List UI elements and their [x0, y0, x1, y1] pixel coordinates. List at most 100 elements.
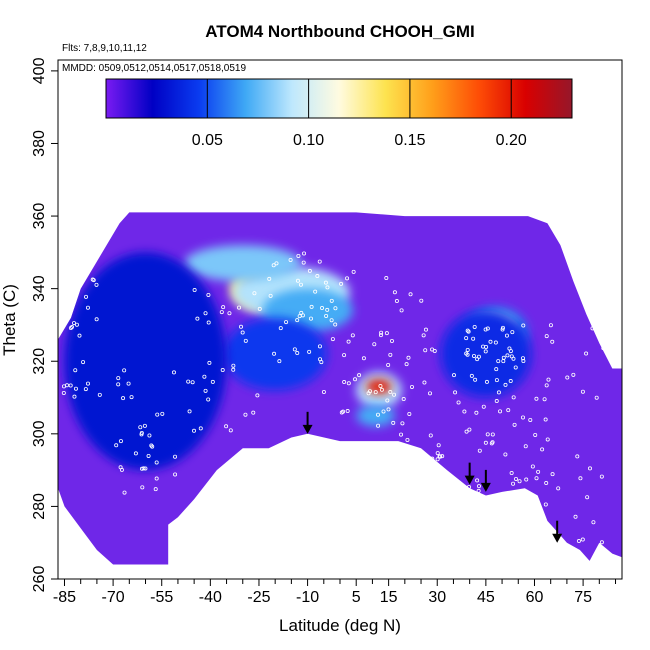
concentration-blob	[64, 252, 227, 471]
flight-point	[353, 377, 358, 382]
flight-point	[342, 380, 347, 385]
colorbar: 0.05 0.10 0.15 0.20	[105, 78, 573, 149]
flight-point	[464, 336, 469, 341]
flight-point	[302, 251, 307, 256]
flight-point	[221, 305, 226, 310]
flight-point	[392, 290, 397, 295]
flight-point	[86, 255, 91, 260]
colorbar-tick-label: 0.05	[192, 132, 223, 149]
flight-point	[73, 386, 78, 391]
flight-point	[60, 270, 65, 275]
flight-point	[243, 338, 248, 343]
flight-point	[333, 306, 338, 311]
flight-point	[91, 240, 96, 245]
flight-point	[456, 400, 461, 405]
flight-point	[133, 451, 138, 456]
flight-point	[508, 379, 513, 384]
flight-point	[423, 327, 428, 332]
flight-point	[435, 451, 440, 456]
flight-point	[85, 381, 90, 386]
flight-point	[321, 389, 326, 394]
flight-point	[274, 261, 279, 266]
flight-point	[378, 384, 383, 389]
flight-point	[121, 396, 126, 401]
flight-point	[543, 502, 548, 507]
flight-point	[527, 500, 532, 505]
flight-point	[511, 356, 516, 361]
y-tick-label: 280	[31, 493, 48, 520]
flight-point	[68, 326, 73, 331]
flight-point	[153, 487, 158, 492]
flight-point	[118, 439, 123, 444]
flight-point	[379, 387, 384, 392]
flight-point	[550, 472, 555, 477]
x-tick-label: -10	[296, 589, 319, 606]
flight-point	[496, 359, 501, 364]
y-tick-label: 320	[31, 348, 48, 375]
flight-point	[392, 392, 397, 397]
flight-point	[467, 427, 472, 432]
flight-point	[512, 422, 517, 427]
flight-point	[257, 306, 262, 311]
flight-point	[267, 276, 272, 281]
flight-point	[546, 377, 551, 382]
flight-point	[517, 479, 522, 484]
flight-point	[584, 351, 589, 356]
flight-point	[203, 311, 208, 316]
flight-point	[386, 407, 391, 412]
flight-point	[588, 466, 593, 471]
chart-title: ATOM4 Northbound CHOOH_GMI	[205, 22, 474, 41]
flight-point	[228, 428, 233, 433]
flight-point	[325, 307, 330, 312]
flight-point	[536, 537, 541, 542]
flight-point	[295, 278, 300, 283]
flight-point	[61, 390, 66, 395]
flight-point	[580, 537, 585, 542]
flight-point	[386, 362, 391, 367]
flight-point	[198, 426, 203, 431]
flight-point	[528, 417, 533, 422]
flight-point	[590, 326, 595, 331]
y-axis: 260 280 300 320 340 360 380 400	[31, 57, 58, 592]
flight-point	[351, 269, 356, 274]
flight-point	[505, 353, 510, 358]
flight-point	[513, 365, 518, 370]
concentration-blob	[440, 310, 532, 398]
arrow-head	[464, 475, 475, 485]
flight-point	[433, 463, 438, 468]
flight-point	[536, 469, 541, 474]
flight-point	[573, 514, 578, 519]
x-tick-label: 15	[380, 589, 398, 606]
flight-point	[299, 310, 304, 315]
flight-point	[155, 412, 160, 417]
arrow-head	[302, 424, 313, 434]
x-tick-label: -70	[102, 589, 125, 606]
flight-point	[373, 390, 378, 395]
flight-point	[407, 411, 412, 416]
flight-point	[333, 322, 338, 327]
flight-point	[154, 476, 159, 481]
flight-point	[384, 276, 389, 281]
flight-point	[496, 390, 501, 395]
flight-point	[471, 336, 476, 341]
flight-point	[381, 409, 386, 414]
flight-point	[339, 281, 344, 286]
flight-point	[138, 425, 143, 430]
flight-point	[224, 424, 229, 429]
flight-point	[296, 253, 301, 258]
flight-point	[476, 484, 481, 489]
flight-point	[401, 397, 406, 402]
flight-point	[523, 444, 528, 449]
flight-point	[462, 409, 467, 414]
flight-point	[591, 520, 596, 525]
flight-point	[580, 389, 585, 394]
flight-point	[530, 464, 535, 469]
flight-point	[243, 412, 248, 417]
flight-point	[129, 395, 134, 400]
flight-point	[548, 323, 553, 328]
flight-point	[318, 357, 323, 362]
flight-point	[432, 349, 437, 354]
y-tick-label: 260	[31, 566, 48, 593]
flight-point	[202, 374, 207, 379]
flight-point	[91, 278, 96, 283]
